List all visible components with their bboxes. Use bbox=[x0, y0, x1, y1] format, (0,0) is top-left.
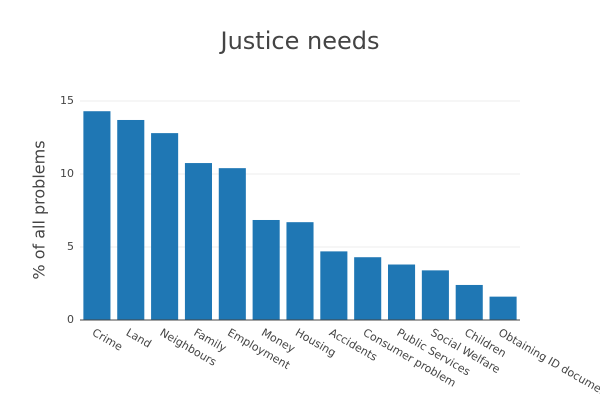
bar bbox=[151, 133, 179, 320]
chart-title: Justice needs bbox=[219, 27, 380, 55]
bar bbox=[218, 168, 246, 320]
bar bbox=[286, 222, 314, 320]
bar bbox=[388, 264, 416, 320]
x-tick-label: Obtaining ID documen bbox=[496, 326, 600, 399]
bar bbox=[83, 111, 111, 320]
y-tick-label: 10 bbox=[60, 167, 74, 180]
bar bbox=[354, 257, 382, 320]
bar bbox=[320, 251, 348, 320]
x-tick-label: Land bbox=[124, 326, 154, 351]
x-tick-label: Crime bbox=[90, 326, 125, 354]
bar bbox=[489, 296, 517, 320]
y-tick-label: 5 bbox=[67, 240, 74, 253]
y-tick-label: 15 bbox=[60, 94, 74, 107]
bar bbox=[252, 219, 280, 320]
y-axis-title: % of all problems bbox=[30, 140, 49, 279]
bar bbox=[421, 270, 449, 320]
bar bbox=[455, 284, 483, 320]
y-tick-label: 0 bbox=[67, 313, 74, 326]
bar bbox=[117, 119, 145, 320]
bar bbox=[184, 163, 212, 320]
